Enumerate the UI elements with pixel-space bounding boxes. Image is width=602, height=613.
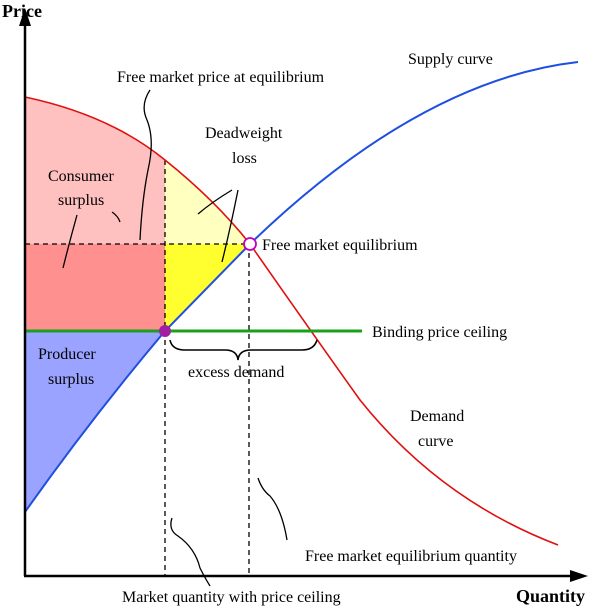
- free-market-price-label: Free market price at equilibrium: [117, 69, 325, 86]
- consumer-surplus-dark-region: [25, 244, 165, 331]
- supply-curve-label: Supply curve: [408, 51, 493, 68]
- x-axis-arrow: [570, 570, 588, 582]
- demand-curve: [24, 96, 559, 546]
- demand-curve-label-line1: Demand: [410, 408, 464, 425]
- consumer-surplus-pointer-a: [111, 211, 121, 223]
- free-market-price-pointer: [139, 89, 152, 241]
- consumer-surplus-label-line1: Consumer: [48, 168, 114, 185]
- equilibrium-quantity-pointer: [257, 477, 288, 541]
- free-market-equilibrium-label: Free market equilibrium: [262, 237, 418, 254]
- demand-curve-label-line2: curve: [418, 433, 454, 450]
- y-axis-label: Price: [2, 1, 42, 21]
- consumer-surplus-light-region: [25, 97, 165, 244]
- deadweight-label-line2: loss: [232, 150, 257, 167]
- price-ceiling-market-point: [159, 325, 171, 337]
- excess-demand-label: excess demand: [188, 364, 284, 381]
- producer-surplus-region: [25, 331, 165, 512]
- excess-demand-brace: [169, 339, 318, 361]
- market-quantity-pointer: [170, 517, 211, 587]
- deadweight-pointer-lower: [221, 189, 239, 263]
- deadweight-pointer-upper: [197, 189, 233, 215]
- market-quantity-with-ceiling-label: Market quantity with price ceiling: [122, 589, 341, 606]
- producer-surplus-label-line2: surplus: [48, 371, 94, 388]
- y-axis-arrow: [19, 8, 31, 26]
- deadweight-label-line1: Deadweight: [205, 125, 283, 142]
- deadweight-loss-upper-region: [165, 160, 250, 244]
- binding-price-ceiling-label: Binding price ceiling: [372, 324, 507, 341]
- x-axis-label: Quantity: [516, 586, 585, 606]
- consumer-surplus-label-line2: surplus: [58, 192, 104, 209]
- free-market-equilibrium-quantity-label: Free market equilibrium quantity: [305, 548, 517, 565]
- supply-curve: [24, 61, 579, 513]
- consumer-surplus-pointer-b: [62, 214, 78, 269]
- producer-surplus-label-line1: Producer: [38, 346, 96, 363]
- free-market-equilibrium-point: [243, 237, 257, 251]
